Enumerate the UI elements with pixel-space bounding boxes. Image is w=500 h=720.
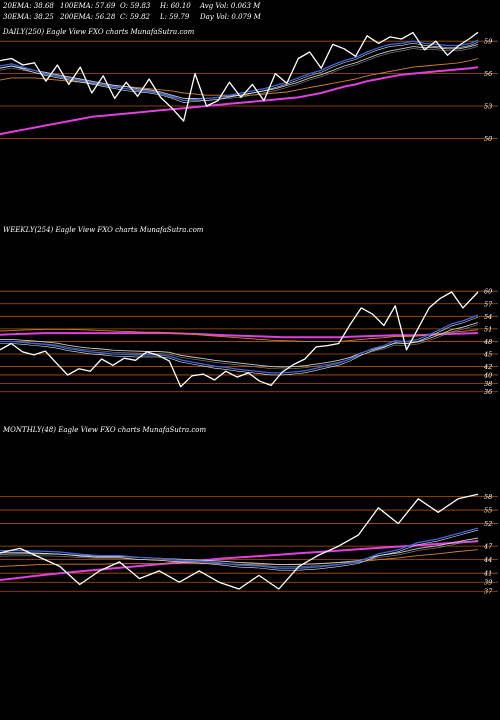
weekly-200ema-line [0, 332, 479, 339]
monthly-20ema-band-line [0, 529, 479, 571]
daily-y-tick-label: 56 [484, 70, 492, 78]
ema20-readout: 20EMA: 38.68 [2, 2, 54, 10]
monthly-y-tick-label: 39 [484, 579, 492, 587]
weekly-20ema-line [0, 314, 479, 374]
weekly-y-tick-label: 42 [483, 363, 492, 371]
daily-y-tick-label: 50 [484, 135, 492, 143]
header: 20EMA: 38.68 100EMA: 57.69 O: 59.83 H: 6… [2, 2, 262, 21]
avg-vol-readout: Avg Vol: 0.063 M [199, 2, 261, 10]
daily-panel-title: DAILY(250) Eagle View FXO charts MunafaS… [2, 28, 195, 36]
monthly-200ema-line [0, 540, 479, 581]
monthly-panel: MONTHLY(48) Eagle View FXO charts Munafa… [0, 426, 498, 596]
high-readout: H: 60.10 [159, 2, 191, 10]
weekly-close-line [0, 291, 479, 388]
weekly-panel-title: WEEKLY(254) Eagle View FXO charts Munafa… [3, 226, 204, 234]
monthly-y-tick-label: 55 [484, 507, 492, 515]
daily-30ema-line [0, 43, 479, 99]
close-readout: C: 59.82 [120, 13, 151, 21]
monthly-close-line [0, 493, 479, 590]
monthly-y-tick-label: 37 [484, 588, 493, 596]
daily-20ema-band-line [0, 41, 479, 103]
weekly-y-tick-label: 45 [483, 351, 492, 359]
weekly-y-tick-label: 48 [483, 338, 492, 346]
weekly-y-tick-label: 57 [484, 300, 493, 308]
monthly-y-tick-label: 52 [484, 520, 492, 528]
weekly-y-tick-label: 51 [484, 325, 492, 333]
ema100-readout: 100EMA: 57.69 [60, 2, 116, 10]
monthly-30ema-band-line [0, 539, 479, 567]
weekly-panel: WEEKLY(254) Eagle View FXO charts Munafa… [0, 226, 498, 396]
weekly-y-tick-label: 60 [484, 288, 492, 296]
weekly-20ema-band-line [0, 316, 479, 376]
weekly-y-tick-label: 40 [483, 371, 492, 379]
daily-20ema-line [0, 39, 479, 102]
weekly-100ema-line [0, 328, 479, 342]
ema200-readout: 200EMA: 56.28 [59, 13, 116, 21]
monthly-y-tick-label: 44 [483, 556, 492, 564]
weekly-30ema-band-line [0, 324, 479, 370]
daily-100ema-line [0, 58, 479, 96]
weekly-30ema-line [0, 322, 479, 368]
daily-200ema-line [0, 66, 479, 136]
monthly-y-tick-label: 58 [484, 493, 492, 501]
weekly-y-tick-label: 36 [484, 388, 492, 396]
monthly-panel-title: MONTHLY(48) Eagle View FXO charts Munafa… [2, 426, 206, 434]
daily-y-tick-label: 59 [484, 38, 492, 46]
weekly-y-tick-label: 38 [484, 380, 492, 388]
monthly-20ema-line [0, 527, 479, 569]
daily-panel: DAILY(250) Eagle View FXO charts MunafaS… [0, 28, 498, 143]
monthly-y-tick-label: 41 [483, 570, 492, 578]
ema30-readout: 30EMA: 38.25 [3, 13, 54, 21]
monthly-y-tick-label: 47 [483, 543, 493, 551]
monthly-30ema-line [0, 537, 479, 566]
daily-y-tick-label: 53 [484, 103, 492, 111]
day-vol-readout: Day Vol: 0.079 M [199, 13, 262, 21]
low-readout: L: 59.79 [159, 13, 190, 21]
daily-close-line [0, 31, 479, 122]
open-readout: O: 59.83 [120, 2, 151, 10]
weekly-y-tick-label: 54 [484, 313, 492, 321]
